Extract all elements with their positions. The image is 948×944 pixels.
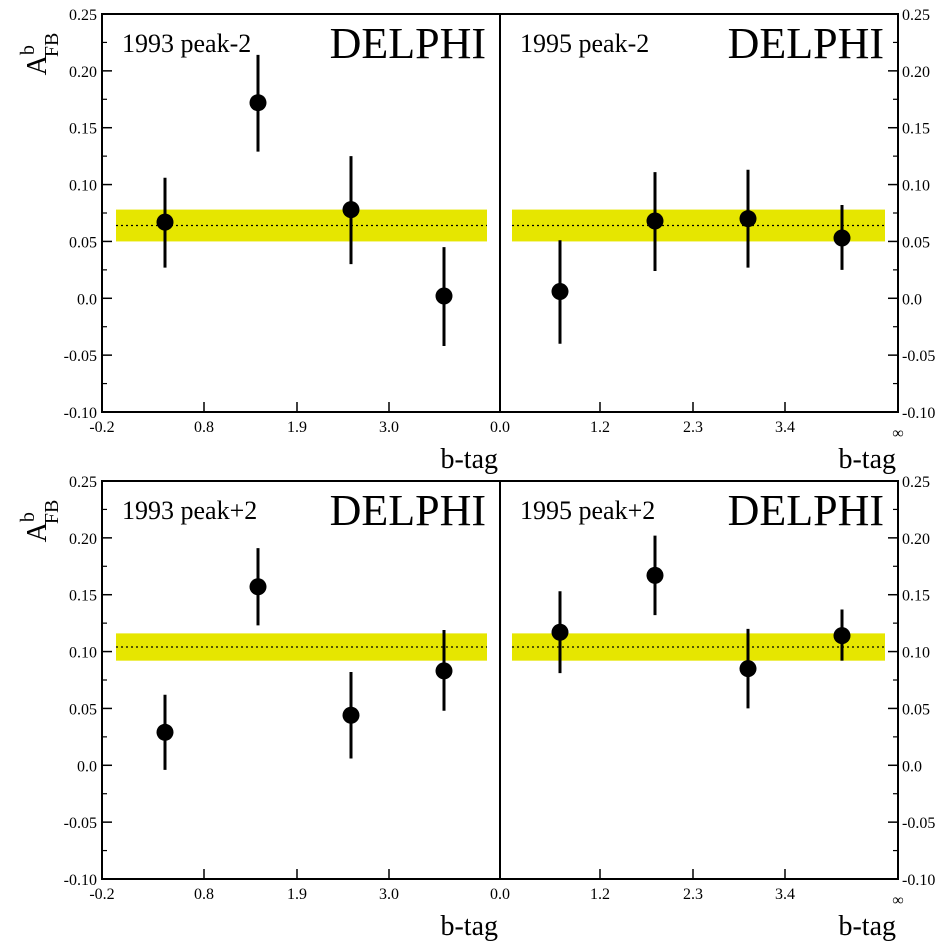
- y-tick-label: 0.25: [69, 7, 97, 24]
- x-tick-label: 3.0: [379, 419, 399, 436]
- y-tick-label: -0.10: [64, 872, 97, 889]
- x-tick-label: 1.2: [590, 419, 610, 436]
- x-tick-label: 0.0: [490, 419, 510, 436]
- panel: -0.10 -0.05 0.0 0.05 0.10 0.15 0.20 0.25 0.0 1.2 2…: [490, 7, 935, 475]
- x-tick-label: -0.2: [89, 886, 114, 903]
- x-tick-label: 2.3: [683, 886, 703, 903]
- data-point: [833, 229, 851, 247]
- x-tick-label: 0.8: [194, 886, 214, 903]
- y-tick-label: 0.15: [902, 588, 930, 605]
- delphi-logo-text: DELPHI: [330, 19, 486, 68]
- y-tick-label: 0.20: [902, 531, 930, 548]
- x-tick-label: 3.4: [775, 419, 795, 436]
- y-tick-label: 0.20: [69, 531, 97, 548]
- y-tick-label: 0.0: [902, 291, 922, 308]
- y-tick-label: 0.20: [902, 64, 930, 81]
- data-point: [739, 210, 757, 228]
- y-tick-label: -0.10: [902, 872, 935, 889]
- x-tick-label: -0.2: [89, 419, 114, 436]
- x-tick-label: 1.2: [590, 886, 610, 903]
- y-tick-label: 0.20: [69, 64, 97, 81]
- y-tick-label: 0.15: [69, 588, 97, 605]
- y-axis-title-main: A: [22, 54, 53, 75]
- x-tick-label: ∞: [892, 892, 903, 909]
- x-axis-title: b-tag: [838, 911, 896, 942]
- y-axis-title: Ab FB: [17, 500, 63, 543]
- y-axis-title-main: A: [22, 521, 53, 542]
- x-axis-title: b-tag: [440, 911, 498, 942]
- y-axis-title-sup: b: [17, 45, 39, 55]
- y-axis-title-sup: b: [17, 512, 39, 522]
- y-tick-label: 0.05: [69, 701, 97, 718]
- panel-label: 1995 peak+2: [520, 496, 655, 525]
- data-point: [435, 662, 453, 680]
- y-tick-label: 0.15: [69, 121, 97, 138]
- y-tick-label: 0.15: [902, 121, 930, 138]
- delphi-logo-text: DELPHI: [330, 486, 486, 535]
- data-point: [435, 287, 453, 305]
- panel: -0.10 -0.05 0.0 0.05 0.10 0.15 0.20 0.25 0.0 1.2 2…: [490, 474, 935, 942]
- data-point: [646, 212, 664, 230]
- data-point: [739, 660, 757, 678]
- y-axis-title: Ab FB: [17, 33, 63, 76]
- y-tick-label: 0.10: [902, 645, 930, 662]
- y-axis-title-sub: FB: [41, 33, 63, 57]
- x-tick-label: 1.9: [287, 886, 307, 903]
- data-point: [342, 706, 360, 724]
- x-axis-title: b-tag: [440, 444, 498, 475]
- y-tick-label: 0.0: [77, 758, 97, 775]
- y-tick-label: 0.05: [902, 234, 930, 251]
- data-point: [646, 566, 664, 584]
- y-tick-label: -0.10: [64, 405, 97, 422]
- x-tick-label: 3.4: [775, 886, 795, 903]
- x-tick-label: 2.3: [683, 419, 703, 436]
- y-tick-label: 0.10: [69, 645, 97, 662]
- y-tick-label: 0.05: [902, 701, 930, 718]
- panel: -0.10 -0.05 0.0 0.05 0.10 0.15 0.20 0.25 -0.2 0.8…: [64, 474, 501, 942]
- panel-label: 1995 peak-2: [520, 29, 649, 58]
- y-axis-title-text: Ab FB: [17, 500, 63, 543]
- data-point: [156, 723, 174, 741]
- y-tick-label: 0.10: [902, 178, 930, 195]
- panel: -0.10 -0.05 0.0 0.05 0.10 0.15 0.20 0.25 -0.2 0.8…: [64, 7, 501, 475]
- x-tick-label: 0.8: [194, 419, 214, 436]
- y-tick-label: 0.0: [77, 291, 97, 308]
- x-tick-label: 3.0: [379, 886, 399, 903]
- data-point: [551, 623, 569, 641]
- x-tick-label: 0.0: [490, 886, 510, 903]
- plot-frame: [499, 480, 899, 880]
- data-point: [342, 201, 360, 219]
- delphi-logo-text: DELPHI: [728, 486, 884, 535]
- x-tick-label: 1.9: [287, 419, 307, 436]
- y-tick-label: -0.05: [902, 348, 935, 365]
- y-axis-title-text: Ab FB: [17, 33, 63, 76]
- y-tick-label: 0.05: [69, 234, 97, 251]
- y-tick-label: -0.05: [64, 348, 97, 365]
- y-tick-label: 0.25: [902, 7, 930, 24]
- panels: -0.10 -0.05 0.0 0.05 0.10 0.15 0.20 0.25 -0.2 0.8…: [17, 7, 935, 942]
- delphi-logo-text: DELPHI: [728, 19, 884, 68]
- data-point: [551, 282, 569, 300]
- plot-frame: [101, 480, 501, 880]
- y-axis-title-sub: FB: [41, 500, 63, 524]
- x-tick-label: ∞: [892, 425, 903, 442]
- data-point: [156, 213, 174, 231]
- panel-label: 1993 peak-2: [122, 29, 251, 58]
- y-tick-label: -0.05: [902, 815, 935, 832]
- y-tick-label: 0.25: [902, 474, 930, 491]
- y-tick-label: 0.25: [69, 474, 97, 491]
- y-tick-label: 0.10: [69, 178, 97, 195]
- panel-label: 1993 peak+2: [122, 496, 257, 525]
- data-point: [249, 578, 267, 596]
- y-tick-label: 0.0: [902, 758, 922, 775]
- y-tick-label: -0.05: [64, 815, 97, 832]
- data-point: [249, 94, 267, 112]
- x-axis-title: b-tag: [838, 444, 896, 475]
- data-point: [833, 627, 851, 645]
- y-tick-label: -0.10: [902, 405, 935, 422]
